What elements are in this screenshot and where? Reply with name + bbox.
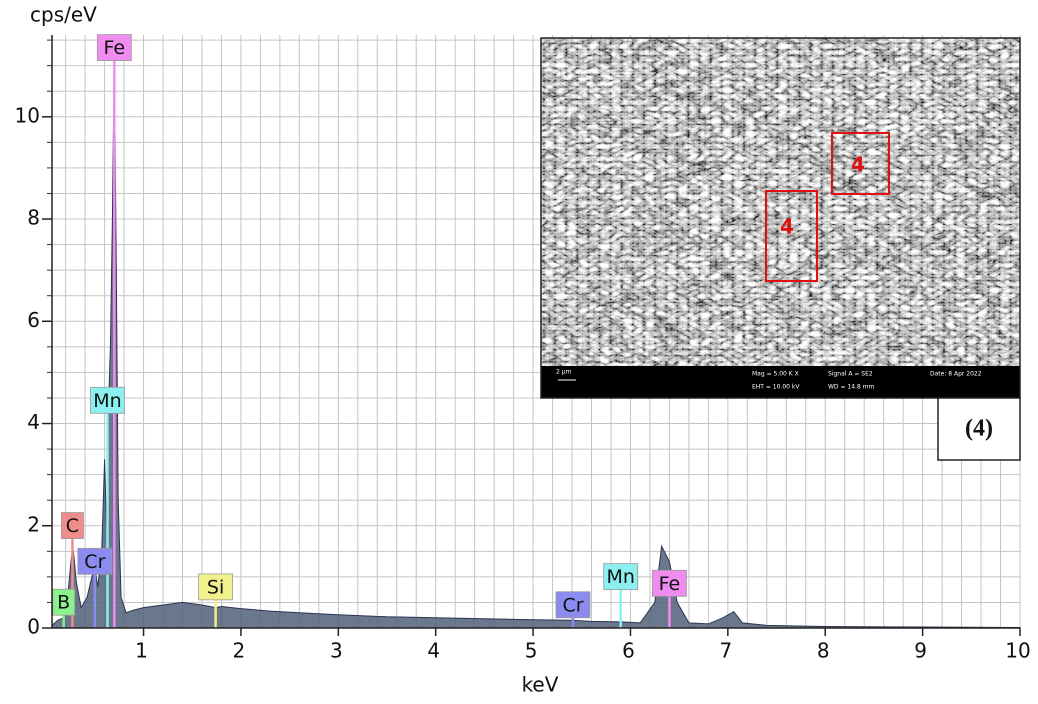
peak-label-box bbox=[555, 591, 591, 619]
y-tick-label: 8 bbox=[27, 206, 40, 230]
peak-label: B bbox=[57, 592, 70, 614]
sem-info: Mag = 5.00 K X bbox=[752, 371, 799, 378]
y-tick-label: 0 bbox=[27, 615, 40, 639]
peak-label: Si bbox=[207, 576, 224, 598]
scale-text: 2 µm bbox=[556, 369, 572, 376]
x-axis-title: keV bbox=[522, 673, 559, 697]
x-tick-label: 10 bbox=[1005, 639, 1030, 663]
sem-info-bar bbox=[541, 366, 1020, 398]
x-tick-label: 6 bbox=[622, 639, 635, 663]
x-tick-label: 4 bbox=[427, 639, 440, 663]
region-label: 4 bbox=[780, 215, 794, 239]
peak-label: Mn bbox=[93, 390, 121, 412]
sem-inset: 4 4 2 µm Mag = 5.00 K X Signal A = SE2 D… bbox=[540, 37, 1021, 461]
sem-info: WD = 14.8 mm bbox=[828, 384, 875, 391]
region-label: 4 bbox=[851, 153, 865, 177]
y-tick-label: 2 bbox=[27, 512, 40, 536]
sem-info: Date: 8 Apr 2022 bbox=[930, 371, 982, 378]
peak-label-box bbox=[652, 569, 687, 597]
x-tick-label: 9 bbox=[914, 639, 927, 663]
peak-label-box bbox=[90, 386, 125, 414]
y-tick-label: 10 bbox=[15, 103, 40, 127]
x-tick-label: 8 bbox=[817, 639, 830, 663]
peak-label-box bbox=[77, 547, 113, 575]
sem-frame bbox=[540, 37, 1021, 399]
x-tick-label: 3 bbox=[330, 639, 343, 663]
peak-label: Cr bbox=[562, 594, 583, 616]
peak-label-box bbox=[198, 573, 234, 601]
region-box bbox=[765, 190, 818, 282]
sem-info: EHT = 10.00 kV bbox=[752, 384, 800, 391]
sem-texture bbox=[541, 38, 1020, 366]
peak-label: Mn bbox=[607, 566, 635, 588]
x-tick-label: 2 bbox=[233, 639, 246, 663]
caption-box bbox=[937, 397, 1021, 461]
peak-label: Fe bbox=[104, 37, 126, 59]
peak-label-box bbox=[96, 34, 132, 61]
peak-label: Cr bbox=[84, 551, 105, 573]
peak-label: Fe bbox=[659, 573, 681, 595]
region-box bbox=[831, 132, 890, 195]
peak-label: C bbox=[66, 515, 79, 537]
caption: (4) bbox=[965, 416, 993, 442]
y-tick-label: 4 bbox=[27, 410, 40, 434]
y-tick-label: 6 bbox=[27, 308, 40, 332]
peak-label-box bbox=[603, 563, 639, 591]
x-tick-label: 5 bbox=[525, 639, 538, 663]
sem-info: Signal A = SE2 bbox=[828, 371, 873, 378]
x-tick-label: 7 bbox=[719, 639, 732, 663]
x-tick-label: 1 bbox=[135, 639, 148, 663]
y-axis-title: cps/eV bbox=[30, 3, 97, 27]
peak-label-box bbox=[61, 512, 84, 539]
